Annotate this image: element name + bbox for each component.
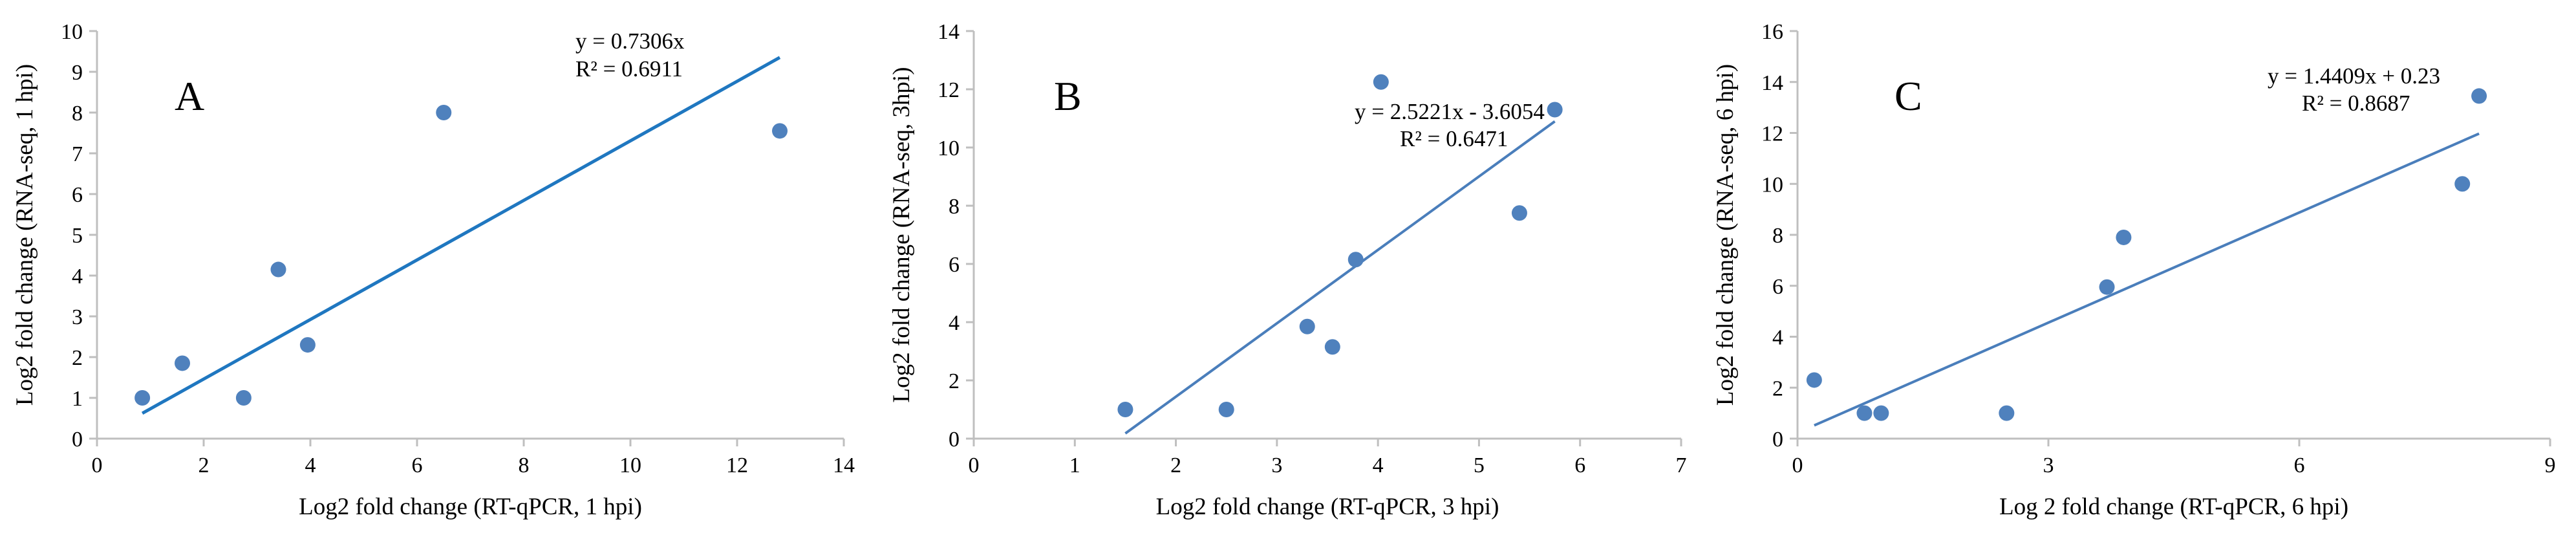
trendline-equation: y = 1.4409x + 0.23 bbox=[2268, 63, 2440, 89]
y-tick-label: 10 bbox=[938, 136, 960, 160]
y-tick-label: 2 bbox=[1772, 377, 1783, 400]
data-point bbox=[1117, 402, 1133, 417]
y-tick-label: 7 bbox=[72, 142, 83, 166]
data-point bbox=[299, 337, 316, 353]
data-point bbox=[2471, 88, 2487, 104]
data-point bbox=[1218, 402, 1234, 417]
x-tick-label: 12 bbox=[726, 453, 748, 477]
data-point bbox=[1547, 102, 1563, 118]
y-tick-label: 0 bbox=[72, 428, 83, 452]
x-tick-label: 2 bbox=[199, 453, 209, 477]
x-tick-label: 0 bbox=[1792, 453, 1803, 477]
y-tick-label: 10 bbox=[1761, 173, 1783, 197]
y-tick-label: 4 bbox=[1772, 326, 1783, 350]
x-tick-label: 2 bbox=[1170, 453, 1181, 477]
y-tick-label: 14 bbox=[938, 20, 960, 44]
data-point bbox=[2099, 279, 2115, 295]
data-point bbox=[134, 390, 151, 406]
y-axis-title: Log2 fold change (RNA-seq, 6 hpi) bbox=[1712, 64, 1739, 406]
data-point bbox=[772, 123, 788, 139]
data-point bbox=[1856, 405, 1873, 421]
y-tick-label: 12 bbox=[938, 78, 960, 102]
y-tick-label: 0 bbox=[949, 428, 960, 452]
r-squared-label: R² = 0.6911 bbox=[575, 56, 683, 82]
chart-panel-c: 0 2 4 6 8 10 12 14 16 0 3 6 9 Log 2 fold change (RT-q… bbox=[1712, 20, 2556, 520]
trendline bbox=[1124, 120, 1556, 435]
data-point bbox=[1324, 339, 1340, 355]
data-point bbox=[175, 355, 190, 371]
x-tick-label: 8 bbox=[519, 453, 530, 477]
y-tick-label: 2 bbox=[949, 369, 960, 393]
y-tick-label: 2 bbox=[72, 346, 83, 370]
y-tick-label: 6 bbox=[1772, 275, 1783, 299]
trendline bbox=[141, 56, 781, 415]
trendline-equation: y = 2.5221x - 3.6054 bbox=[1355, 99, 1545, 124]
x-tick-label: 3 bbox=[1271, 453, 1282, 477]
y-tick-label: 16 bbox=[1761, 20, 1783, 44]
y-axis-title: Log2 fold change (RNA-seq, 3hpi) bbox=[888, 67, 915, 403]
trendline bbox=[1814, 132, 2480, 427]
panel-label: A bbox=[175, 73, 204, 119]
data-point bbox=[1373, 74, 1389, 90]
data-point bbox=[1511, 205, 1527, 221]
r-squared-label: R² = 0.8687 bbox=[2302, 91, 2410, 116]
trendline-equation: y = 0.7306x bbox=[575, 28, 685, 54]
y-tick-label: 5 bbox=[72, 224, 83, 248]
x-tick-label: 9 bbox=[2545, 453, 2556, 477]
x-tick-label: 7 bbox=[1676, 453, 1687, 477]
x-tick-label: 14 bbox=[833, 453, 855, 477]
y-axis-title: Log2 fold change (RNA-seq, 1 hpi) bbox=[12, 64, 38, 406]
data-point bbox=[1999, 405, 2015, 421]
x-tick-label: 0 bbox=[969, 453, 980, 477]
y-tick-label: 8 bbox=[72, 102, 83, 126]
data-point bbox=[235, 390, 252, 406]
y-tick-label: 6 bbox=[72, 183, 83, 207]
x-axis-title: Log 2 fold change (RT-qPCR, 6 hpi) bbox=[1999, 494, 2348, 520]
data-point bbox=[2454, 176, 2471, 192]
y-tick-label: 0 bbox=[1772, 428, 1783, 452]
x-axis-title: Log2 fold change (RT-qPCR, 3 hpi) bbox=[1156, 494, 1499, 520]
data-point bbox=[1806, 372, 1822, 388]
x-tick-label: 4 bbox=[1373, 453, 1384, 477]
panel-label: C bbox=[1894, 73, 1922, 119]
r-squared-label: R² = 0.6471 bbox=[1400, 126, 1508, 151]
data-point bbox=[2116, 229, 2132, 245]
y-tick-label: 9 bbox=[72, 61, 83, 85]
x-tick-label: 6 bbox=[2294, 453, 2305, 477]
x-tick-label: 5 bbox=[1474, 453, 1485, 477]
y-tick-label: 1 bbox=[72, 387, 83, 411]
x-tick-label: 10 bbox=[619, 453, 641, 477]
y-tick-label: 4 bbox=[72, 265, 83, 289]
x-tick-label: 1 bbox=[1069, 453, 1080, 477]
x-tick-label: 4 bbox=[305, 453, 316, 477]
y-tick-label: 6 bbox=[949, 253, 960, 277]
data-point bbox=[1347, 252, 1364, 268]
y-tick-label: 12 bbox=[1761, 122, 1783, 146]
panel-label: B bbox=[1054, 73, 1082, 119]
x-tick-label: 0 bbox=[92, 453, 103, 477]
x-axis-title: Log2 fold change (RT-qPCR, 1 hpi) bbox=[299, 494, 642, 520]
data-point bbox=[1873, 405, 1889, 421]
y-tick-label: 8 bbox=[1772, 224, 1783, 248]
y-tick-label: 3 bbox=[72, 305, 83, 329]
data-point bbox=[270, 261, 286, 278]
x-tick-label: 6 bbox=[412, 453, 423, 477]
y-tick-label: 10 bbox=[61, 20, 83, 44]
y-tick-label: 8 bbox=[949, 195, 960, 219]
y-tick-label: 14 bbox=[1761, 71, 1783, 95]
x-tick-label: 6 bbox=[1574, 453, 1585, 477]
data-point bbox=[1299, 318, 1315, 334]
y-tick-label: 4 bbox=[949, 311, 960, 335]
x-tick-label: 3 bbox=[2043, 453, 2054, 477]
data-point bbox=[436, 105, 452, 120]
